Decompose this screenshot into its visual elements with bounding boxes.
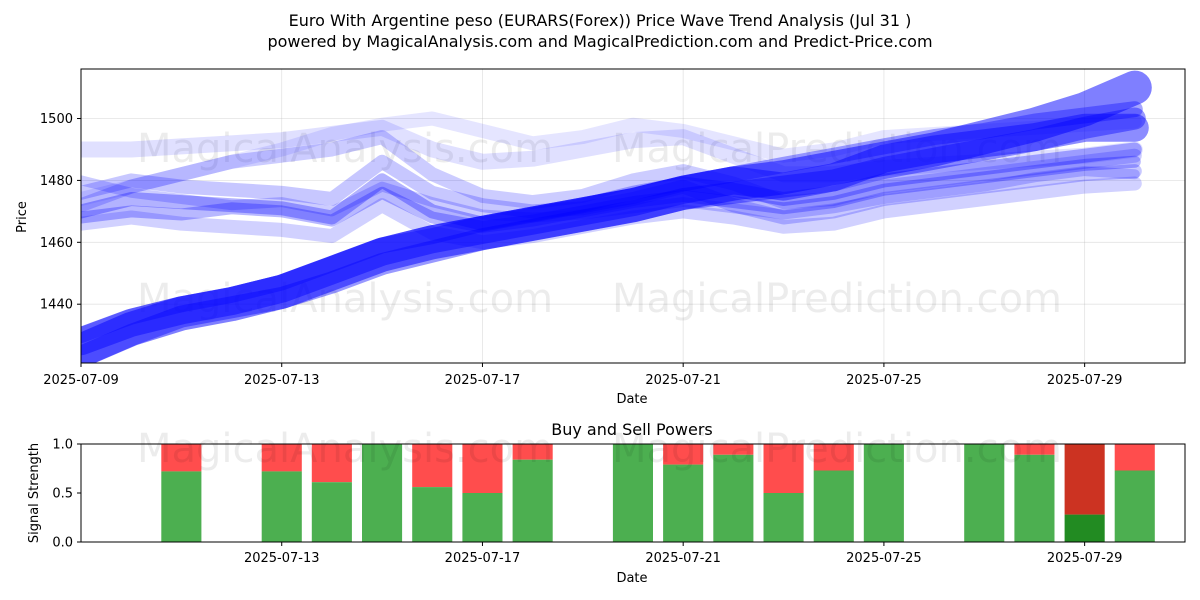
price-x-tick-label: 2025-07-09 <box>43 373 119 388</box>
power-bars <box>161 444 1155 542</box>
buy-power-bar <box>663 464 704 542</box>
watermark-top-left: MagicalAnalysis.com <box>137 126 553 172</box>
buy-power-bar <box>311 482 352 542</box>
buy-power-bar <box>1114 470 1155 542</box>
sell-power-bar <box>412 444 453 488</box>
power-y-axis-label: Signal Strength <box>27 443 42 543</box>
price-x-tick-label: 2025-07-21 <box>645 373 721 388</box>
sell-power-bar <box>1014 444 1055 455</box>
price-x-tick-label: 2025-07-13 <box>244 373 320 388</box>
sell-power-bar <box>161 444 202 472</box>
buy-power-bar <box>161 471 202 542</box>
buy-power-bar <box>763 493 804 542</box>
buy-power-bar <box>863 444 904 542</box>
price-x-tick-label: 2025-07-17 <box>445 373 521 388</box>
buy-power-bar <box>412 487 453 542</box>
price-y-axis-label: Price <box>15 201 30 233</box>
watermark-low-left: MagicalAnalysis.com <box>137 426 553 472</box>
chart-title-line1: Euro With Argentine peso (EURARS(Forex))… <box>289 11 912 30</box>
sell-power-bar <box>1114 444 1155 471</box>
buy-power-bar <box>362 444 403 542</box>
wave-line <box>81 130 1142 213</box>
buy-power-bar <box>512 459 553 542</box>
price-y-tick-label: 1460 <box>40 236 73 251</box>
sell-power-bar <box>462 444 503 493</box>
buy-power-bar <box>1014 454 1055 542</box>
sell-power-bar <box>512 444 553 460</box>
sell-power-bar <box>261 444 302 472</box>
watermark-low-right: MagicalPrediction.com <box>612 426 1062 472</box>
sell-power-bar <box>713 444 754 455</box>
power-x-tick-label: 2025-07-13 <box>244 551 320 566</box>
buy-power-bar <box>261 471 302 542</box>
buy-power-bar <box>612 444 653 542</box>
sell-power-bar <box>663 444 704 465</box>
price-panel: MagicalAnalysis.com MagicalPrediction.co… <box>15 68 1186 407</box>
sell-power-bar <box>1064 444 1105 515</box>
power-axis-ticks: 2025-07-13 2025-07-17 2025-07-21 2025-07-25… <box>52 438 1122 567</box>
price-axis-ticks: 2025-07-09 2025-07-13 2025-07-17 2025-07-21… <box>40 112 1123 388</box>
price-x-axis-label: Date <box>616 392 647 407</box>
sell-power-bar <box>763 444 804 493</box>
chart-title-line2: powered by MagicalAnalysis.com and Magic… <box>267 32 932 51</box>
sell-power-bar <box>311 444 352 483</box>
power-panel: Buy and Sell Powers MagicalAnalysis.com … <box>27 420 1186 586</box>
price-y-tick-label: 1480 <box>40 174 73 189</box>
buy-power-bar <box>1064 514 1105 542</box>
power-x-tick-label: 2025-07-17 <box>445 551 521 566</box>
buy-power-bar <box>813 470 854 542</box>
buy-power-bar <box>964 444 1005 542</box>
price-y-tick-label: 1440 <box>40 298 73 313</box>
wave-line <box>81 119 1143 183</box>
price-x-tick-label: 2025-07-25 <box>846 373 922 388</box>
price-x-tick-label: 2025-07-29 <box>1047 373 1123 388</box>
wave-line <box>81 70 1152 363</box>
buy-power-bar <box>462 493 503 542</box>
power-y-tick-label: 0.0 <box>52 536 73 551</box>
wave-lines <box>81 70 1152 363</box>
power-x-tick-label: 2025-07-25 <box>846 551 922 566</box>
watermark-mid-right: MagicalPrediction.com <box>612 276 1062 322</box>
buy-power-bar <box>713 454 754 542</box>
power-y-tick-label: 0.5 <box>52 487 73 502</box>
price-plot-frame <box>80 68 1186 364</box>
sell-power-bar <box>813 444 854 471</box>
price-y-tick-label: 1500 <box>40 112 73 127</box>
power-y-tick-label: 1.0 <box>52 438 73 453</box>
power-chart-title: Buy and Sell Powers <box>551 420 713 439</box>
power-x-tick-label: 2025-07-29 <box>1047 551 1123 566</box>
power-x-axis-label: Date <box>616 571 647 586</box>
power-x-tick-label: 2025-07-21 <box>645 551 721 566</box>
